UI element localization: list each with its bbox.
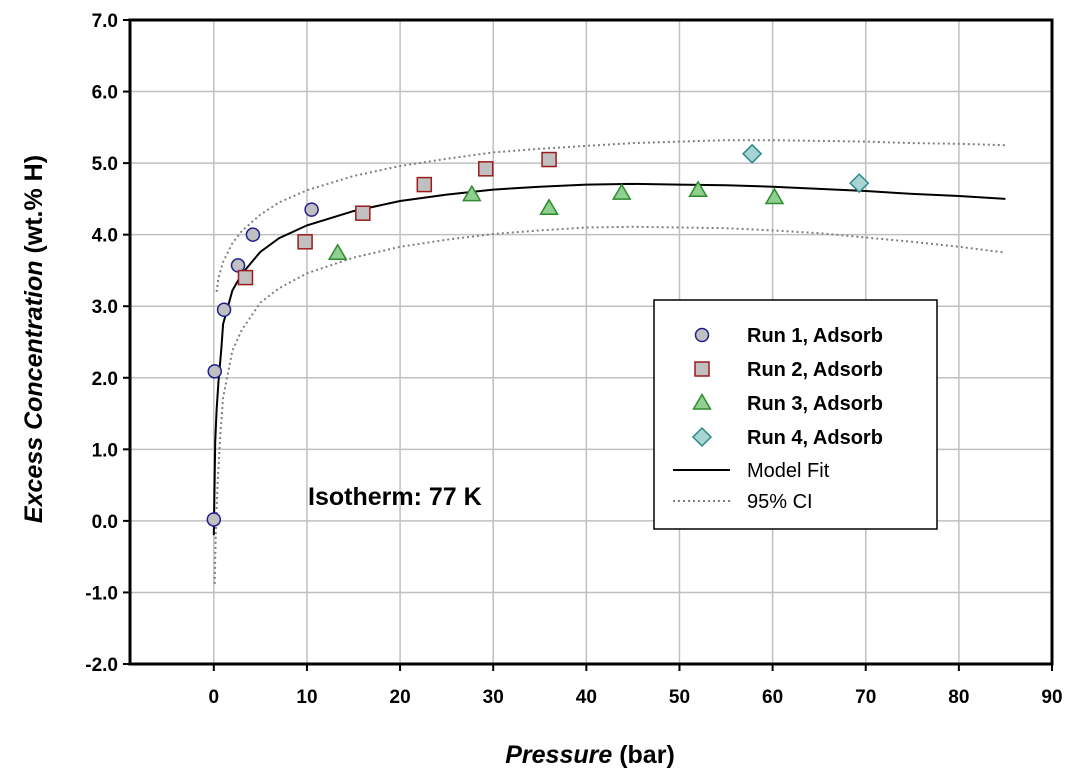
x-tick-label: 60: [762, 687, 783, 708]
legend-label: Run 4, Adsorb: [747, 427, 883, 449]
y-tick-label: -1.0: [85, 583, 118, 604]
run-1-point: [216, 302, 232, 318]
run-3-point: [688, 180, 708, 198]
model-fit-line: [212, 182, 1006, 536]
x-tick-label: 30: [483, 687, 504, 708]
run-3-point: [611, 183, 632, 200]
y-tick-label: 5.0: [92, 154, 118, 175]
legend: Run 1, Adsorb Run 2, Adsorb Run 3, Adsorb R…: [653, 299, 938, 530]
y-tick-label: 2.0: [92, 369, 118, 390]
x-tick-label: 0: [209, 687, 220, 708]
x-tick-label: 70: [855, 687, 876, 708]
x-axis-title: Pressure (bar): [505, 741, 675, 769]
run-2-point: [297, 234, 313, 250]
run-3-point: [764, 187, 785, 205]
x-tick-label: 20: [390, 687, 411, 708]
y-axis-title: Excess Concentration (wt.% H): [20, 155, 48, 523]
run-2-point: [237, 269, 254, 286]
y-tick-label: 4.0: [92, 226, 118, 247]
legend-marker-triangle: [692, 393, 712, 410]
run-4-point: [742, 143, 763, 164]
y-tick-label: 7.0: [92, 11, 118, 32]
run-2-point: [478, 161, 494, 177]
data-points: [206, 143, 870, 527]
legend-label: 95% CI: [747, 491, 813, 513]
y-tick-label: 6.0: [92, 83, 118, 104]
legend-marker-circle: [694, 327, 710, 343]
run-2-point: [541, 151, 557, 168]
run-3-point: [539, 198, 559, 215]
x-tick-label: 10: [296, 687, 317, 708]
curves: [212, 139, 1006, 584]
legend-label: Run 3, Adsorb: [747, 393, 883, 415]
ci-lower-line: [213, 225, 1006, 584]
legend-label: Run 1, Adsorb: [747, 325, 883, 347]
ci-upper-line: [215, 139, 1006, 293]
x-axis-ticks: 0 10 20 30 40 50 60 70 80 90: [209, 664, 1063, 708]
legend-label: Run 2, Adsorb: [747, 359, 883, 381]
y-tick-label: 1.0: [92, 440, 118, 461]
x-tick-label: 40: [576, 687, 597, 708]
legend-marker-diamond: [691, 426, 713, 448]
run-2-point: [355, 205, 371, 221]
run-3-point: [461, 184, 482, 202]
x-tick-label: 80: [948, 687, 969, 708]
y-tick-label: 3.0: [92, 297, 118, 318]
isotherm-annotation: Isotherm: 77 K: [308, 483, 482, 511]
plot-area-frame: [128, 18, 1054, 666]
y-tick-label: -2.0: [85, 655, 118, 676]
x-tick-label: 50: [669, 687, 690, 708]
run-3-point: [327, 243, 348, 261]
y-axis-ticks: -2.0 -1.0 0.0 1.0 2.0 3.0 4.0 5.0 6.0 7.0: [85, 11, 130, 676]
run-2-point: [416, 176, 433, 193]
y-tick-label: 0.0: [92, 512, 118, 533]
legend-marker-square: [694, 361, 710, 377]
run-1-point: [206, 512, 222, 527]
x-tick-label: 90: [1041, 687, 1062, 708]
run-4-point: [849, 173, 870, 194]
run-1-point: [304, 202, 319, 217]
legend-label: Model Fit: [747, 460, 830, 482]
run-1-point: [207, 364, 222, 379]
run-1-point: [245, 227, 261, 242]
